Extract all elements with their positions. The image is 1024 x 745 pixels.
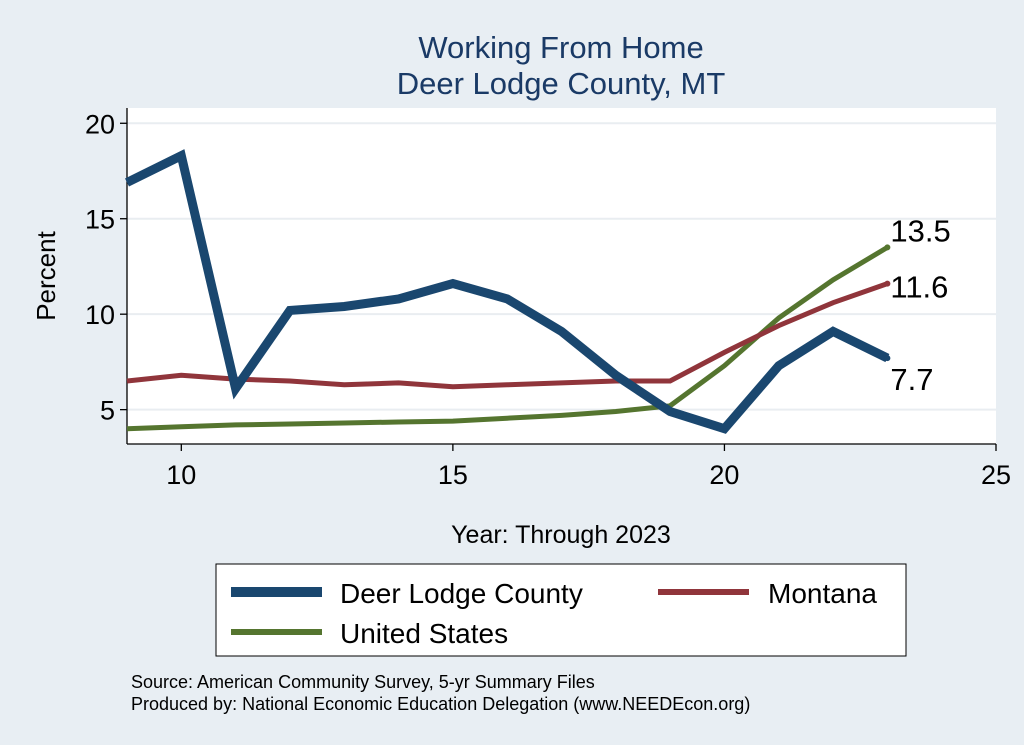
x-tick-label-20: 20	[709, 460, 739, 490]
y-tick-label-15: 15	[85, 205, 115, 235]
series-layer	[125, 149, 891, 434]
x-tick-label-10: 10	[166, 460, 196, 490]
legend-label-deer-lodge-county: Deer Lodge County	[340, 578, 583, 609]
axes: 5 10 15 20 10 15 20 25	[85, 108, 1011, 490]
legend-label-united-states: United States	[340, 618, 508, 649]
grid	[127, 122, 996, 411]
x-tick-label-15: 15	[438, 460, 468, 490]
series-line-deer-lodge-county	[125, 149, 890, 434]
legend-label-montana: Montana	[768, 578, 877, 609]
series-endpoint-united-states	[884, 244, 891, 251]
end-label-united-states: 13.5	[890, 213, 950, 248]
legend-box	[215, 563, 907, 657]
chart-subtitle: Deer Lodge County, MT	[397, 66, 726, 101]
chart-title: Working From Home	[418, 30, 703, 65]
series-line-montana	[126, 281, 889, 390]
producer-note: Produced by: National Economic Education…	[131, 694, 750, 714]
series-endpoint-montana	[884, 280, 891, 287]
legend: Deer Lodge County Montana United States	[215, 563, 907, 657]
end-labels: 7.7 11.6 13.5	[890, 213, 950, 397]
end-label-montana: 11.6	[890, 270, 948, 305]
x-axis-label: Year: Through 2023	[451, 521, 671, 549]
plot-area	[127, 108, 996, 444]
end-label-deer-lodge-county: 7.7	[890, 362, 933, 397]
y-tick-label-5: 5	[100, 396, 115, 426]
y-tick-label-10: 10	[85, 300, 115, 330]
series-endpoint-deer-lodge-county	[884, 355, 891, 362]
y-axis-label: Percent	[31, 230, 61, 320]
source-note: Source: American Community Survey, 5-yr …	[131, 672, 595, 692]
x-tick-label-25: 25	[981, 460, 1011, 490]
y-tick-label-20: 20	[85, 109, 115, 139]
